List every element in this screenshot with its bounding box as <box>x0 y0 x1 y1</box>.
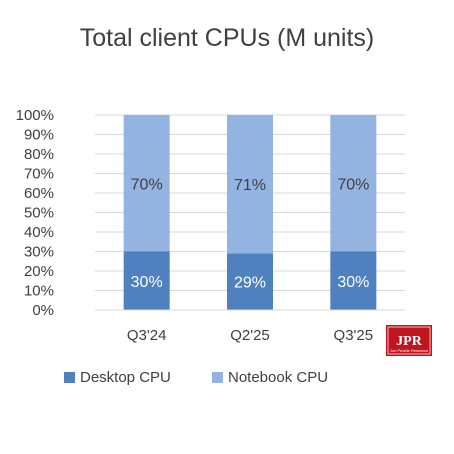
y-tick-label: 0% <box>32 302 54 319</box>
legend-label: Desktop CPU <box>80 369 171 386</box>
bar-desktop-cpu <box>227 253 273 310</box>
logo-background <box>386 325 432 356</box>
y-tick-label: 90% <box>24 127 54 144</box>
legend-label: Notebook CPU <box>228 369 328 386</box>
bar-notebook-cpu <box>227 115 273 254</box>
x-tick-label: Q3'25 <box>334 327 374 344</box>
y-tick-label: 100% <box>16 107 54 124</box>
logo-frame <box>387 326 431 355</box>
y-tick-label: 30% <box>24 244 54 261</box>
y-tick-label: 60% <box>24 185 54 202</box>
x-tick-label: Q2'25 <box>230 327 270 344</box>
chart-title: Total client CPUs (M units) <box>80 24 375 52</box>
legend: Desktop CPU Notebook CPU <box>64 369 328 386</box>
legend-swatch <box>212 372 223 383</box>
y-tick-label: 20% <box>24 263 54 280</box>
bar-notebook-cpu <box>123 115 170 252</box>
y-tick-label: 70% <box>24 166 54 183</box>
y-tick-label: 40% <box>24 224 54 241</box>
y-tick-label: 80% <box>24 146 54 163</box>
data-label: 70% <box>337 176 369 193</box>
bar-notebook-cpu <box>330 115 377 252</box>
jpr-logo: JPR Jon Peddie Research <box>386 325 432 356</box>
y-axis-ticks: 0% 10% 20% 30% 40% 50% 60% 70% 80% 90% 100% <box>16 107 54 319</box>
logo-text: JPR <box>396 334 423 349</box>
x-tick-label: Q3'24 <box>127 327 167 344</box>
x-axis-ticks: Q3'24 Q2'25 Q3'25 <box>127 327 373 344</box>
data-label: 30% <box>337 274 369 291</box>
y-tick-label: 10% <box>24 283 54 300</box>
bar-desktop-cpu <box>123 251 170 310</box>
logo-subtext: Jon Peddie Research <box>390 348 428 353</box>
data-label: 71% <box>234 177 266 194</box>
bars <box>123 115 377 310</box>
bar-desktop-cpu <box>330 251 377 310</box>
data-label: 29% <box>234 275 266 292</box>
data-label: 30% <box>131 274 163 291</box>
y-tick-label: 50% <box>24 205 54 222</box>
data-labels: 30% 70% 29% 71% 30% 70% <box>131 176 370 291</box>
data-label: 70% <box>131 176 163 193</box>
legend-swatch <box>64 372 75 383</box>
